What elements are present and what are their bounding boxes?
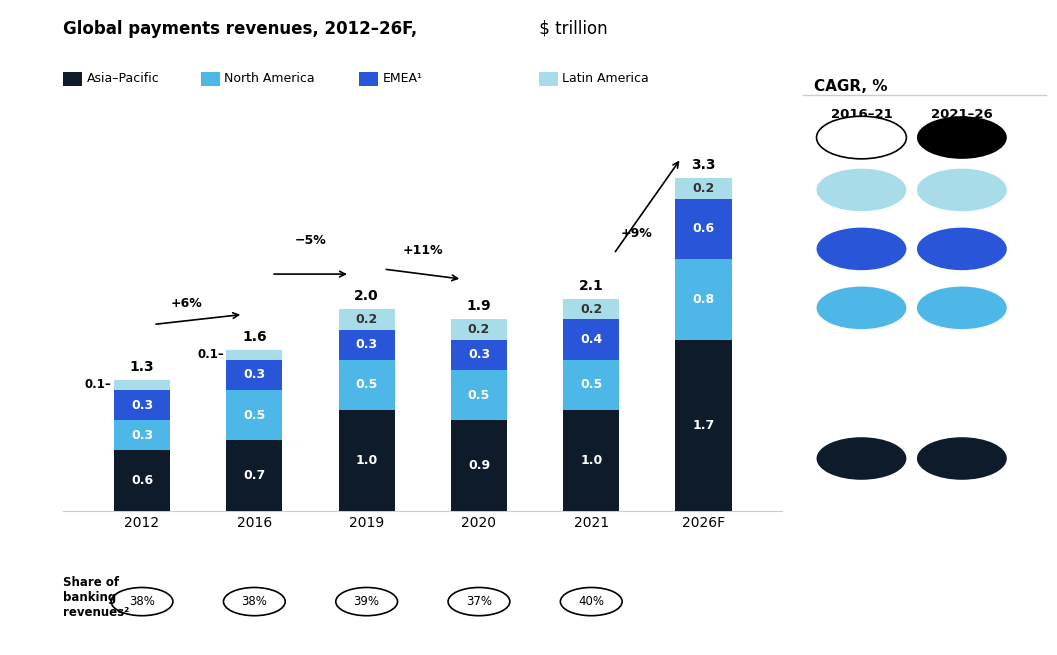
Bar xyxy=(451,320,507,339)
Bar xyxy=(338,410,394,511)
Text: 7: 7 xyxy=(957,301,967,315)
Bar xyxy=(114,451,170,511)
Text: 0.5: 0.5 xyxy=(580,379,602,392)
Bar xyxy=(338,329,394,360)
Text: 1.7: 1.7 xyxy=(692,419,715,432)
Text: $ trillion: $ trillion xyxy=(534,20,608,37)
Text: 1.0: 1.0 xyxy=(580,454,602,467)
Text: 4: 4 xyxy=(856,242,867,256)
Bar xyxy=(451,370,507,421)
Text: Latin America: Latin America xyxy=(562,72,649,85)
Text: 0.1–: 0.1– xyxy=(85,379,112,392)
Text: 0.5: 0.5 xyxy=(468,388,490,402)
Bar xyxy=(675,339,731,511)
Text: 0.6: 0.6 xyxy=(692,222,715,235)
Text: 3.3: 3.3 xyxy=(691,159,716,172)
Text: 0.6: 0.6 xyxy=(131,474,153,487)
Text: 0.5: 0.5 xyxy=(243,409,265,422)
Text: 2021–26: 2021–26 xyxy=(931,108,993,121)
Text: 40%: 40% xyxy=(578,595,605,608)
Text: 0.3: 0.3 xyxy=(131,399,153,411)
Text: 0.7: 0.7 xyxy=(243,469,265,482)
Text: 0.1–: 0.1– xyxy=(198,348,224,361)
Text: 1.0: 1.0 xyxy=(355,454,377,467)
Bar xyxy=(114,390,170,421)
Text: 0.2: 0.2 xyxy=(692,182,715,195)
Text: 2.0: 2.0 xyxy=(354,290,379,303)
Text: 4: 4 xyxy=(856,183,867,197)
Text: Asia–Pacific: Asia–Pacific xyxy=(87,72,160,85)
Text: 38%: 38% xyxy=(241,595,267,608)
Bar xyxy=(563,360,619,410)
Text: +9%: +9% xyxy=(620,227,652,240)
Text: 38%: 38% xyxy=(129,595,155,608)
Text: 9: 9 xyxy=(957,242,967,256)
Text: CAGR, %: CAGR, % xyxy=(814,79,888,94)
Text: 1.6: 1.6 xyxy=(242,329,266,344)
Text: 4: 4 xyxy=(856,301,867,315)
Bar xyxy=(226,350,282,360)
Text: 0.3: 0.3 xyxy=(131,429,153,442)
Bar xyxy=(451,339,507,370)
Text: 0.5: 0.5 xyxy=(355,379,377,392)
Text: −5%: −5% xyxy=(295,234,327,247)
Text: +11%: +11% xyxy=(403,244,443,257)
Bar xyxy=(226,390,282,440)
Bar xyxy=(114,380,170,390)
Text: 0.3: 0.3 xyxy=(243,368,265,381)
Text: EMEA¹: EMEA¹ xyxy=(383,72,423,85)
Text: 0.8: 0.8 xyxy=(692,293,715,306)
Text: 0.4: 0.4 xyxy=(580,333,602,346)
Text: 9: 9 xyxy=(957,130,967,145)
Bar xyxy=(675,198,731,259)
Text: 6: 6 xyxy=(957,183,967,197)
Text: 6: 6 xyxy=(856,130,867,145)
Text: 2016–21: 2016–21 xyxy=(831,108,892,121)
Text: 37%: 37% xyxy=(466,595,492,608)
Bar xyxy=(226,360,282,390)
Text: +6%: +6% xyxy=(171,297,203,310)
Bar xyxy=(675,259,731,339)
Text: 1.9: 1.9 xyxy=(466,299,492,313)
Text: North America: North America xyxy=(224,72,315,85)
Bar xyxy=(563,320,619,360)
Text: 39%: 39% xyxy=(354,595,379,608)
Text: 10: 10 xyxy=(952,451,971,466)
Text: 0.3: 0.3 xyxy=(355,338,377,351)
Text: 0.2: 0.2 xyxy=(468,323,490,336)
Text: 0.9: 0.9 xyxy=(468,459,490,472)
Text: 8: 8 xyxy=(856,451,867,466)
Bar xyxy=(338,309,394,329)
Text: Global payments revenues, 2012–26F,: Global payments revenues, 2012–26F, xyxy=(63,20,418,37)
Bar xyxy=(451,421,507,511)
Text: 1.3: 1.3 xyxy=(130,360,154,374)
Bar xyxy=(114,421,170,451)
Text: 0.2: 0.2 xyxy=(580,303,602,316)
Bar xyxy=(675,178,731,198)
Bar xyxy=(338,360,394,410)
Text: 0.2: 0.2 xyxy=(355,313,377,326)
Bar xyxy=(563,410,619,511)
Text: 0.3: 0.3 xyxy=(468,348,490,361)
Text: Share of
banking
revenues²: Share of banking revenues² xyxy=(63,576,130,620)
Bar xyxy=(563,299,619,320)
Text: 2.1: 2.1 xyxy=(579,279,604,293)
Bar xyxy=(226,440,282,511)
